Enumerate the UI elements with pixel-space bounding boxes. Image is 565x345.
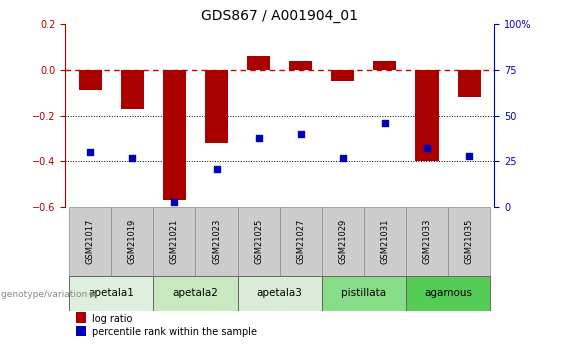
Bar bbox=[69, 276, 153, 310]
Point bbox=[296, 131, 305, 137]
Bar bbox=[415, 70, 438, 161]
Text: GSM21017: GSM21017 bbox=[86, 219, 95, 264]
Bar bbox=[373, 61, 397, 70]
Text: apetala3: apetala3 bbox=[257, 288, 303, 298]
Bar bbox=[153, 207, 195, 276]
Bar bbox=[448, 207, 490, 276]
Text: GSM21021: GSM21021 bbox=[170, 219, 179, 264]
Text: genotype/variation ▶: genotype/variation ▶ bbox=[1, 290, 97, 299]
Bar bbox=[364, 207, 406, 276]
Bar bbox=[237, 276, 322, 310]
Bar bbox=[458, 70, 481, 97]
Title: GDS867 / A001904_01: GDS867 / A001904_01 bbox=[201, 9, 358, 23]
Bar bbox=[69, 207, 111, 276]
Bar bbox=[331, 70, 354, 81]
Bar bbox=[322, 207, 364, 276]
Text: apetala1: apetala1 bbox=[88, 288, 134, 298]
Text: agamous: agamous bbox=[424, 288, 472, 298]
Text: GSM21023: GSM21023 bbox=[212, 219, 221, 264]
Point bbox=[423, 146, 432, 151]
Bar bbox=[163, 70, 186, 200]
Text: log ratio: log ratio bbox=[92, 314, 132, 324]
Text: pistillata: pistillata bbox=[341, 288, 386, 298]
Point bbox=[254, 135, 263, 140]
Text: apetala2: apetala2 bbox=[172, 288, 219, 298]
Point bbox=[170, 199, 179, 204]
Text: GSM21029: GSM21029 bbox=[338, 219, 347, 264]
Bar bbox=[289, 61, 312, 70]
Point bbox=[338, 155, 347, 160]
Text: GSM21033: GSM21033 bbox=[423, 219, 432, 264]
Bar bbox=[121, 70, 144, 109]
Text: percentile rank within the sample: percentile rank within the sample bbox=[92, 327, 257, 337]
Bar bbox=[111, 207, 153, 276]
Bar bbox=[280, 207, 322, 276]
Text: GSM21027: GSM21027 bbox=[296, 219, 305, 264]
Bar bbox=[247, 56, 270, 70]
Bar bbox=[79, 70, 102, 90]
Point bbox=[128, 155, 137, 160]
Bar bbox=[195, 207, 237, 276]
Text: GSM21025: GSM21025 bbox=[254, 219, 263, 264]
Bar bbox=[406, 276, 490, 310]
Point bbox=[212, 166, 221, 171]
Bar bbox=[205, 70, 228, 143]
Bar bbox=[322, 276, 406, 310]
Text: GSM21035: GSM21035 bbox=[464, 219, 473, 264]
Point bbox=[464, 153, 473, 159]
Text: GSM21019: GSM21019 bbox=[128, 219, 137, 264]
Text: GSM21031: GSM21031 bbox=[380, 219, 389, 264]
Point bbox=[86, 149, 95, 155]
Point bbox=[380, 120, 389, 126]
Bar bbox=[153, 276, 237, 310]
Bar bbox=[237, 207, 280, 276]
Bar bbox=[406, 207, 448, 276]
